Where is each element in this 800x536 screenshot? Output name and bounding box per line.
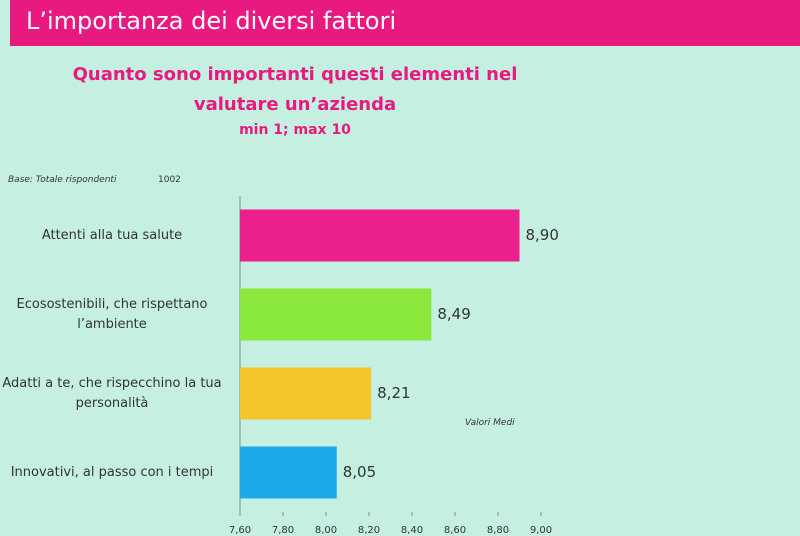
value-label: 8,05 [343,463,376,481]
x-tick-label: 8,80 [487,525,509,536]
x-tick-label: 8,20 [358,525,380,536]
category-label: Adatti a te, che rispecchino la tua pers… [2,375,222,411]
category-label: Innovativi, al passo con i tempi [10,464,214,480]
bar [240,288,432,341]
bar [240,367,372,420]
x-tick-label: 7,80 [272,525,294,536]
x-tick-label: 8,00 [315,525,337,536]
base-label: Base: Totale rispondenti [8,175,117,185]
chart-title: Quanto sono importanti questi elementi n… [72,64,518,115]
x-tick-label: 7,60 [229,525,251,536]
category-label: Attenti alla tua salute [41,227,183,243]
x-tick-label: 9,00 [530,525,552,536]
x-tick-label: 8,60 [444,525,466,536]
x-tick-label: 8,40 [401,525,423,536]
value-label: 8,21 [377,384,410,402]
base-value: 1002 [158,175,181,185]
value-label: 8,90 [526,226,559,244]
bar [240,209,520,262]
chart-subtitle: min 1; max 10 [239,122,351,138]
header-title: L’importanza dei diversi fattori [10,0,800,46]
category-label: Ecosostenibili, che rispettano l’ambient… [16,296,208,332]
annotation: Valori Medi [465,418,515,428]
value-label: 8,49 [437,305,470,323]
bar [240,446,337,499]
